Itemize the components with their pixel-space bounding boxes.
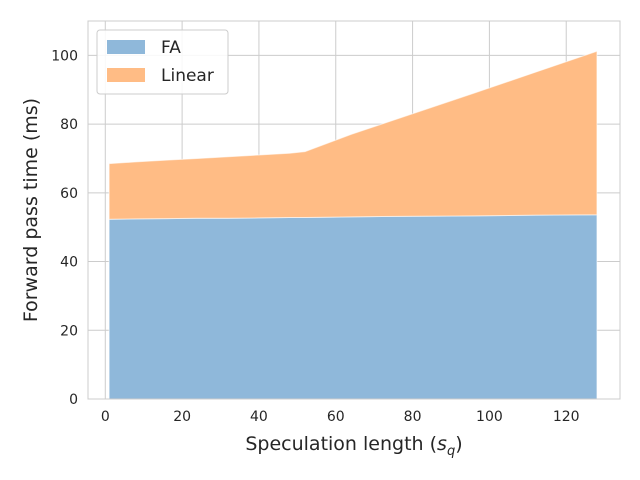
legend-label-fa: FA — [161, 38, 181, 58]
y-tick-label: 40 — [60, 255, 78, 271]
x-axis-label: Speculation length (sq) — [245, 433, 462, 459]
x-tick-label: 0 — [101, 409, 110, 425]
area-linear — [108, 50, 598, 220]
y-tick-label: 60 — [60, 186, 78, 202]
legend-swatch-fa — [107, 40, 145, 54]
area-fa — [108, 214, 598, 400]
y-axis-label: Forward pass time (ms) — [20, 98, 42, 322]
y-tick-label: 0 — [69, 392, 78, 408]
legend-label-linear: Linear — [161, 66, 214, 86]
x-tick-label: 40 — [250, 409, 268, 425]
y-tick-label: 20 — [60, 323, 78, 339]
x-axis-ticks: 0 20 40 60 80 100 120 — [101, 409, 580, 425]
plot-frame — [87, 20, 621, 400]
x-tick-label: 80 — [404, 409, 422, 425]
y-tick-label: 100 — [51, 48, 78, 64]
y-tick-label: 80 — [60, 117, 78, 133]
area-series — [108, 50, 598, 400]
x-tick-label: 20 — [173, 409, 191, 425]
legend: FA Linear — [96, 29, 229, 95]
x-tick-label: 60 — [327, 409, 345, 425]
legend-swatch-linear — [107, 68, 145, 82]
x-tick-label: 120 — [553, 409, 580, 425]
x-tick-label: 100 — [476, 409, 503, 425]
y-axis-ticks: 0 20 40 60 80 100 — [51, 48, 78, 408]
